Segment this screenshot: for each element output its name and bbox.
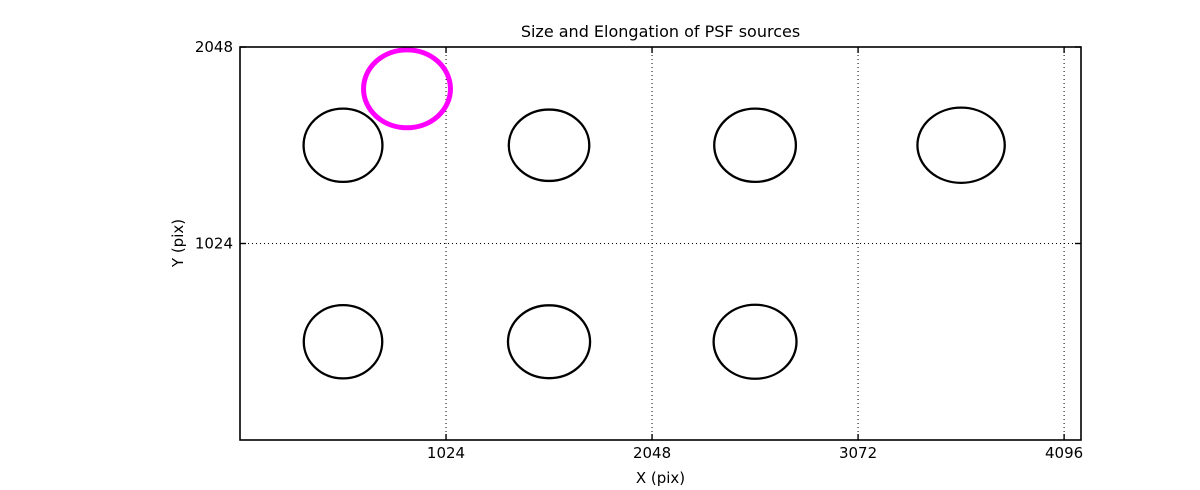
x-tick-label-2: 3072 xyxy=(839,444,877,462)
psf-source-ellipse xyxy=(507,108,591,183)
psf-source-ellipse xyxy=(302,303,384,380)
psf-source-ellipse xyxy=(713,107,798,184)
chart-title: Size and Elongation of PSF sources xyxy=(520,22,801,41)
psf-source-ellipse xyxy=(916,106,1006,185)
psf-source-ellipse xyxy=(506,304,592,380)
y-tick-label-1: 2048 xyxy=(195,38,233,56)
x-tick-label-1: 2048 xyxy=(633,444,671,462)
psf-source-ellipse-highlighted xyxy=(361,47,453,131)
x-tick-label-0: 1024 xyxy=(427,444,465,462)
x-axis-label: X (pix) xyxy=(635,469,686,487)
psf-source-ellipse xyxy=(302,107,384,184)
x-tick-label-3: 4096 xyxy=(1045,444,1083,462)
y-tick-label-0: 1024 xyxy=(195,235,233,253)
psf-source-ellipse xyxy=(712,303,798,380)
axes-border xyxy=(239,46,1082,441)
